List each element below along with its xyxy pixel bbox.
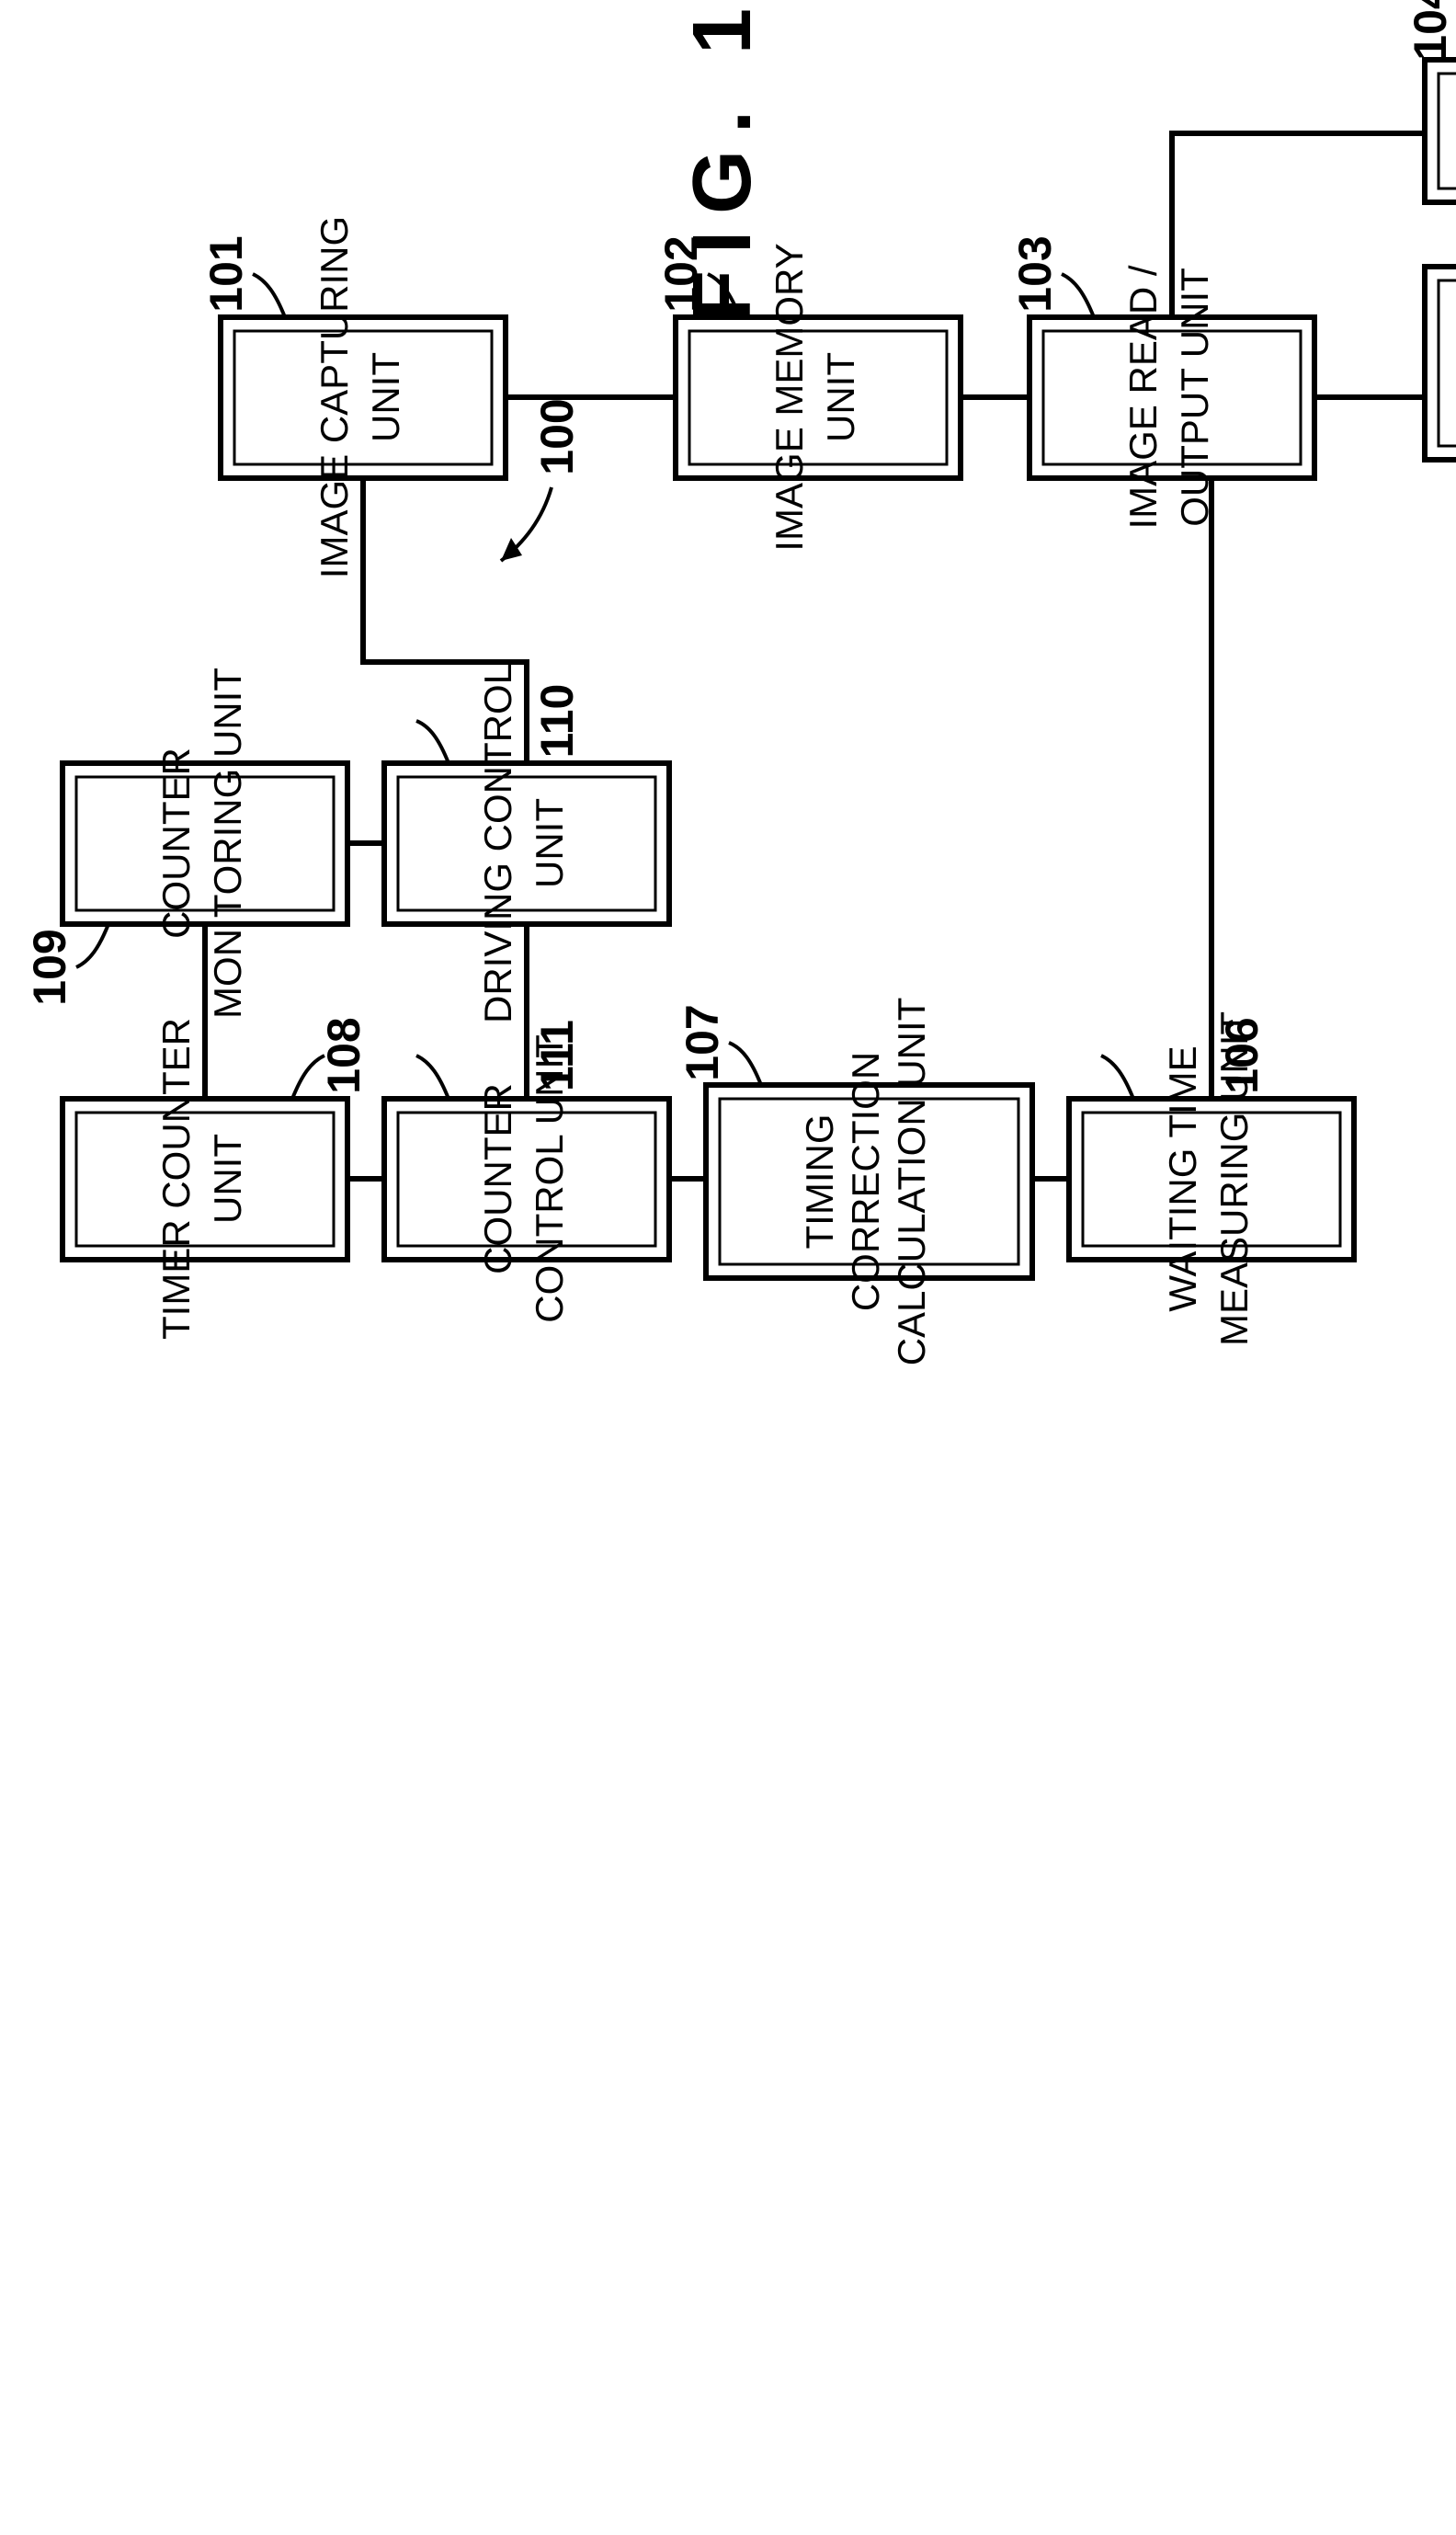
ref-102: 102 bbox=[655, 235, 707, 312]
lead-110 bbox=[416, 721, 449, 763]
ref-104: 104 bbox=[1405, 0, 1456, 61]
block-108: TIMER COUNTER UNIT 108 bbox=[63, 1017, 370, 1340]
ref-103: 103 bbox=[1009, 235, 1061, 312]
block-104: IMAGE DISPLAY UNIT 104 bbox=[1405, 0, 1456, 279]
ref-111: 111 bbox=[531, 1020, 583, 1091]
lead-103 bbox=[1062, 274, 1094, 317]
b107-l3: CALCULATION UNIT bbox=[890, 998, 933, 1366]
b109-l1: COUNTER bbox=[154, 748, 198, 939]
b102-l1: IMAGE MEMORY bbox=[768, 243, 811, 551]
block-102: IMAGE MEMORY UNIT 102 bbox=[655, 235, 961, 551]
lead-101 bbox=[253, 274, 285, 317]
b108-l1: TIMER COUNTER bbox=[154, 1018, 198, 1340]
b110-l2: UNIT bbox=[528, 798, 571, 888]
diagram-canvas: FIG. 1 100 IMAGE CAPTURING UNIT 101 IMAG… bbox=[0, 0, 1456, 2535]
ref-108: 108 bbox=[318, 1017, 370, 1093]
b109-l2: MONITORING UNIT bbox=[206, 668, 249, 1019]
b102-l2: UNIT bbox=[819, 352, 862, 442]
arrowhead-100-icon bbox=[501, 538, 522, 561]
b101-l1: IMAGE CAPTURING bbox=[313, 216, 356, 578]
lead-107 bbox=[729, 1043, 761, 1085]
ref-110: 110 bbox=[531, 684, 583, 759]
block-101: IMAGE CAPTURING UNIT 101 bbox=[200, 216, 506, 578]
block-109: COUNTER MONITORING UNIT 109 bbox=[24, 668, 347, 1019]
b110-l1: DRIVING CONTROL bbox=[476, 663, 519, 1023]
system-ref-100: 100 bbox=[531, 398, 583, 474]
ref-107: 107 bbox=[677, 1004, 728, 1080]
block-105: IMAGE READ / OUTPUT CONTROL UNIT 105 bbox=[1425, 185, 1456, 542]
b111-l1: COUNTER bbox=[476, 1083, 519, 1274]
b107-l2: CORRECTION bbox=[844, 1052, 887, 1311]
ref-101: 101 bbox=[200, 235, 252, 312]
lead-109 bbox=[76, 924, 108, 967]
b107-l1: TIMING bbox=[798, 1114, 841, 1250]
block-103: IMAGE READ / OUTPUT UNIT 103 bbox=[1009, 235, 1314, 529]
b108-l2: UNIT bbox=[206, 1134, 249, 1224]
b101-l2: UNIT bbox=[364, 352, 407, 442]
ref-109: 109 bbox=[24, 929, 75, 1005]
lead-111 bbox=[416, 1056, 449, 1099]
b106-l1: WAITING TIME bbox=[1161, 1045, 1204, 1311]
lead-106 bbox=[1101, 1056, 1133, 1099]
block-107: TIMING CORRECTION CALCULATION UNIT 107 bbox=[677, 998, 1032, 1366]
ref-100: 100 bbox=[531, 398, 583, 474]
ref-106: 106 bbox=[1216, 1017, 1268, 1093]
b103-l1: IMAGE READ / bbox=[1121, 265, 1165, 529]
